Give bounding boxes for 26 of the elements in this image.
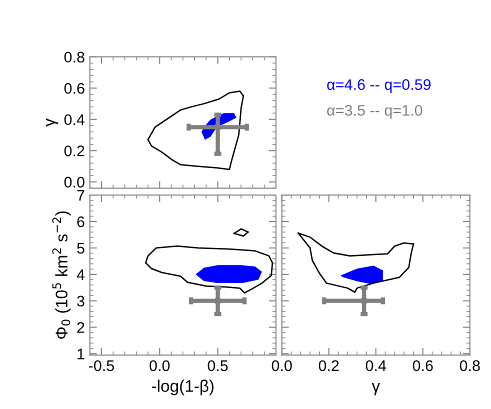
y-tick-label: 0.4 xyxy=(64,114,85,126)
text: α=4.6 -- q=0.59 xyxy=(327,79,431,94)
x-tick-label: 0.0 xyxy=(272,360,292,372)
x-tick-label: 0.4 xyxy=(366,360,386,372)
x-tick-label: 0.2 xyxy=(318,360,339,372)
y-tick-label: 0.6 xyxy=(64,82,84,94)
x-tick-label: -0.5 xyxy=(89,360,114,372)
y-tick-label: 5 xyxy=(77,242,84,254)
y-axis-title: γ xyxy=(46,118,58,127)
x-tick-label: 0.5 xyxy=(208,360,228,372)
y-tick-label: 3 xyxy=(77,296,84,307)
x-axis-title: -log(1-β) xyxy=(152,380,214,396)
y-tick-label: 2 xyxy=(77,322,84,333)
y-tick-label: 7 xyxy=(77,190,84,201)
y-tick-label: 1 xyxy=(78,348,84,360)
y-tick-label: 0.0 xyxy=(64,176,84,188)
x-tick-label: 0.6 xyxy=(412,360,433,372)
x-tick-label: 0.8 xyxy=(460,360,480,372)
text: Φ$_{0}$ (10$^{5}$ km$^{2}$ s$^{−2}$) xyxy=(52,211,71,339)
x-axis-title: γ xyxy=(372,382,380,396)
y-tick-label: 6 xyxy=(77,216,84,228)
x-tick-label: 0.0 xyxy=(150,360,170,372)
y-tick-label: 0.8 xyxy=(64,52,84,63)
text: α=3.5 -- q=1.0 xyxy=(327,104,422,119)
y-tick-label: 0.2 xyxy=(64,145,84,156)
y-tick-label: 4 xyxy=(76,269,85,280)
